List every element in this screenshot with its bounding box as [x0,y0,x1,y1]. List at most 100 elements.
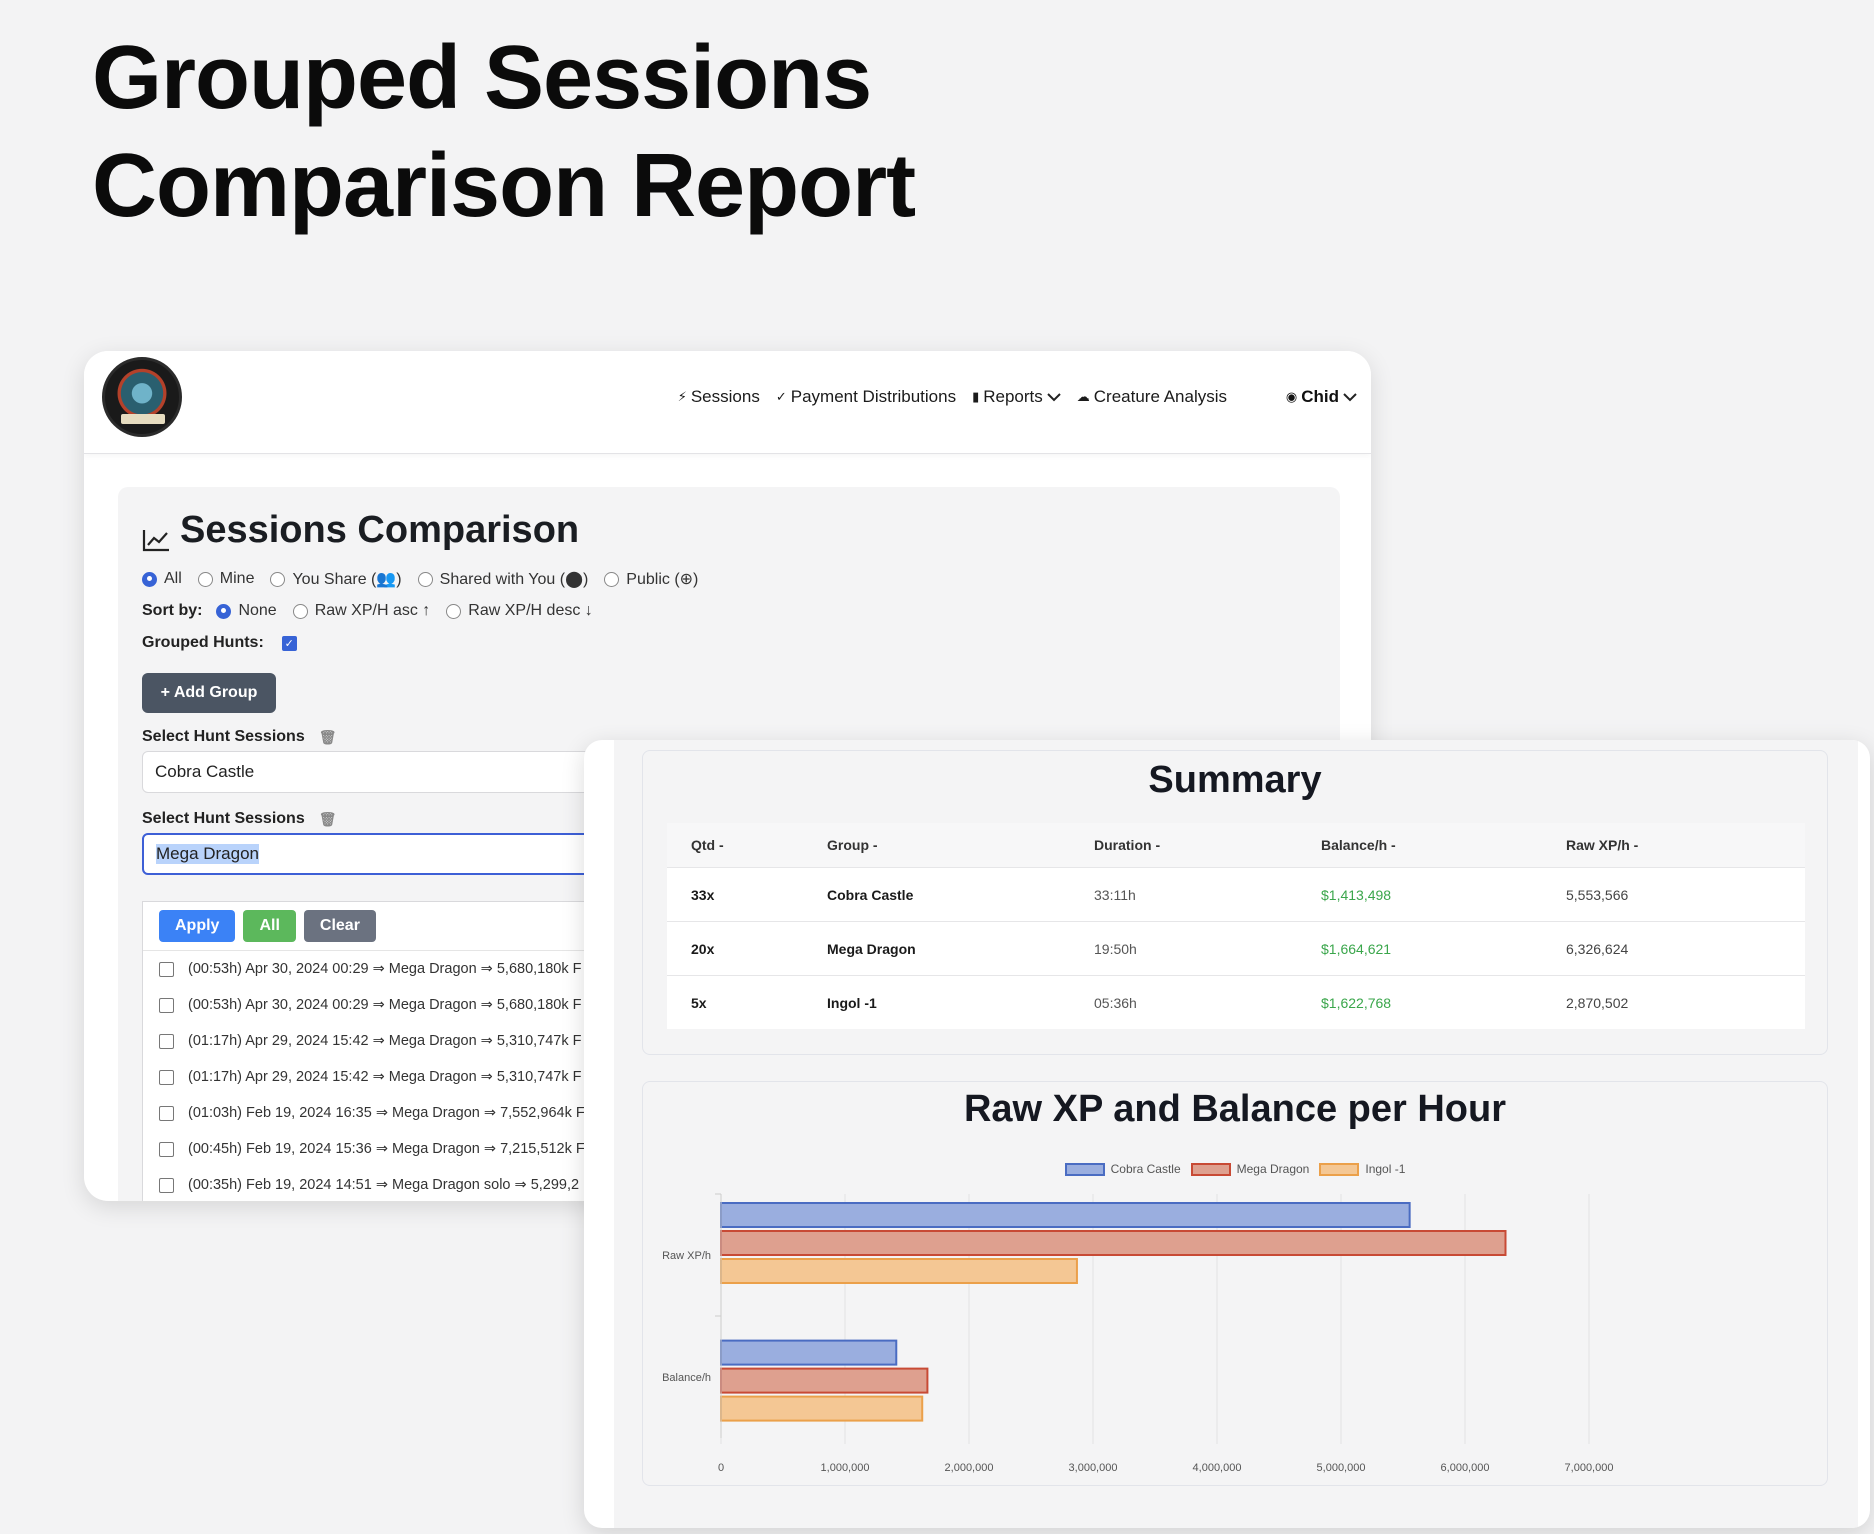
legend-label: Cobra Castle [1110,1162,1181,1176]
y-tick-label: Raw XP/h [662,1250,711,1262]
nav-creature-analysis[interactable]: ☁ Creature Analysis [1077,387,1227,407]
clear-button[interactable]: Clear [303,910,376,942]
nav-creature-label: Creature Analysis [1093,387,1227,406]
radio-icon[interactable] [270,571,286,587]
filter-you-share[interactable]: You Share (👥) [270,569,402,589]
radio-icon[interactable] [197,571,213,587]
list-item[interactable]: (01:03h) Feb 19, 2024 16:35 ⇒ Mega Drago… [143,1095,611,1131]
nav-reports[interactable]: ▮ Reports [972,387,1061,407]
sort-desc-label: Raw XP/H desc ↓ [468,602,593,619]
sort-desc[interactable]: Raw XP/H desc ↓ [446,602,593,620]
nav-sessions[interactable]: ⚡ Sessions [678,387,760,407]
checkbox[interactable] [159,1069,174,1085]
radio-icon[interactable] [604,571,620,587]
filter-mine[interactable]: Mine [197,570,255,588]
x-tick-label: 4,000,000 [1193,1462,1242,1474]
hunt-select-2[interactable]: Mega Dragon [142,833,612,875]
filter-mine-label: Mine [219,570,255,587]
add-group-button[interactable]: + Add Group [142,673,276,713]
grouped-hunts-label: Grouped Hunts: [142,634,264,651]
legend-label: Ingol -1 [1365,1162,1406,1176]
list-item-label: (00:35h) Feb 19, 2024 14:51 ⇒ Mega Drago… [188,1177,580,1193]
header-group[interactable]: Group - [827,837,878,853]
legend-item-cobra-castle[interactable]: Cobra Castle [1064,1162,1181,1176]
legend-swatch [1064,1162,1105,1176]
navbar: ⚡ Sessions ✓ Payment Distributions ▮ Rep… [84,351,1371,454]
filter-public-label: Public (⊕) [626,571,699,588]
hunt-analyser-logo[interactable] [102,357,182,437]
list-item-label: (01:17h) Apr 29, 2024 15:42 ⇒ Mega Drago… [188,1069,582,1085]
grouped-hunts-checkbox[interactable]: ✓ [281,635,297,651]
x-tick-label: 7,000,000 [1565,1462,1614,1474]
legend-item-mega-dragon[interactable]: Mega Dragon [1190,1162,1309,1176]
cell-balance: $1,664,621 [1321,940,1392,957]
nav-payment-distributions[interactable]: ✓ Payment Distributions [776,387,956,407]
chevron-down-icon [1047,393,1061,402]
list-item-label: (00:53h) Apr 30, 2024 00:29 ⇒ Mega Drago… [188,961,582,977]
hunt-select-1[interactable]: Cobra Castle [142,751,612,793]
session-dropdown: Apply All Clear (00:53h) Apr 30, 2024 00… [142,901,612,1201]
bar [720,1367,929,1394]
nav-sessions-label: Sessions [690,387,760,406]
checkbox[interactable] [159,997,174,1013]
legend-swatch [1190,1162,1231,1176]
legend-item-ingol[interactable]: Ingol -1 [1319,1162,1405,1176]
list-item[interactable]: (00:45h) Feb 19, 2024 15:36 ⇒ Mega Drago… [143,1131,611,1167]
checkbox[interactable] [159,961,174,977]
checkbox[interactable] [159,1177,174,1193]
hunt-select-1-value: Cobra Castle [155,762,255,781]
filter-all[interactable]: All [142,570,182,588]
nav-links: ⚡ Sessions ✓ Payment Distributions ▮ Rep… [678,387,1227,407]
bar [720,1230,1507,1256]
checkbox[interactable] [159,1141,174,1157]
list-item[interactable]: (00:53h) Apr 30, 2024 00:29 ⇒ Mega Drago… [143,951,611,987]
chart-title: Raw XP and Balance per Hour [963,1088,1507,1130]
list-item[interactable]: (01:17h) Apr 29, 2024 15:42 ⇒ Mega Drago… [143,1059,611,1095]
radio-icon[interactable] [446,603,462,619]
filter-public[interactable]: Public (⊕) [604,569,698,589]
cell-qtd: 33x [691,886,715,903]
radio-icon[interactable] [142,571,157,587]
sort-asc[interactable]: Raw XP/H asc ↑ [292,602,431,620]
user-icon: ◉ [1285,389,1298,404]
list-item[interactable]: (01:17h) Apr 29, 2024 15:42 ⇒ Mega Drago… [143,1023,611,1059]
list-item-label: (00:53h) Apr 30, 2024 00:29 ⇒ Mega Drago… [188,997,582,1013]
trash-icon[interactable]: 🗑 [318,728,337,745]
header-qtd[interactable]: Qtd - [691,837,724,853]
report-body: Summary Qtd - Group - Duration - Balance… [614,740,1858,1528]
sort-asc-label: Raw XP/H asc ↑ [314,602,431,619]
filter-shared-with-you[interactable]: Shared with You (⬤) [417,569,589,589]
cell-qtd: 20x [691,940,715,957]
select-hunt-label-1: Select Hunt Sessions 🗑 [142,728,337,746]
header-raw-xp[interactable]: Raw XP/h - [1566,837,1639,853]
header-balance[interactable]: Balance/h - [1321,837,1396,853]
checkbox[interactable] [159,1105,174,1121]
x-tick-label: 1,000,000 [821,1462,870,1474]
filter-you-share-label: You Share (👥) [292,571,402,588]
sort-options: Sort by: None Raw XP/H asc ↑ Raw XP/H de… [142,602,609,620]
table-row: 33x Cobra Castle 33:11h $1,413,498 5,553… [667,867,1805,921]
select-hunt-label-2: Select Hunt Sessions 🗑 [142,810,337,828]
select-all-button[interactable]: All [243,910,296,942]
list-item-label: (01:03h) Feb 19, 2024 16:35 ⇒ Mega Drago… [188,1105,585,1121]
checkbox[interactable] [159,1033,174,1049]
list-item[interactable]: (00:35h) Feb 19, 2024 14:51 ⇒ Mega Drago… [143,1167,611,1201]
bolt-icon: ⚡ [677,389,687,404]
cell-balance: $1,622,768 [1321,994,1392,1011]
trash-icon[interactable]: 🗑 [318,810,337,827]
radio-icon[interactable] [292,603,308,619]
table-row: 5x Ingol -1 05:36h $1,622,768 2,870,502 [667,975,1805,1029]
y-tick-label: Balance/h [662,1372,711,1384]
sort-none[interactable]: None [216,602,277,620]
radio-icon[interactable] [216,603,232,619]
header-duration[interactable]: Duration - [1094,837,1161,853]
list-item[interactable]: (00:53h) Apr 30, 2024 00:29 ⇒ Mega Drago… [143,987,611,1023]
x-tick-label: 6,000,000 [1441,1462,1490,1474]
filter-shared-label: Shared with You (⬤) [439,571,589,588]
radio-icon[interactable] [417,571,433,587]
apply-button[interactable]: Apply [159,910,236,942]
hero-title-line1: Grouped Sessions [92,28,872,128]
cell-group: Mega Dragon [827,940,916,957]
x-tick-label: 5,000,000 [1317,1462,1366,1474]
user-menu[interactable]: ◉ Chid [1286,387,1357,407]
